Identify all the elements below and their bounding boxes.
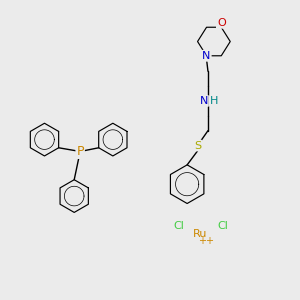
Text: H: H	[209, 96, 218, 106]
Text: S: S	[194, 140, 201, 151]
Text: Cl: Cl	[174, 221, 184, 231]
Text: O: O	[217, 18, 226, 28]
Text: Cl: Cl	[218, 221, 228, 231]
Text: P: P	[76, 145, 84, 158]
Text: N: N	[200, 96, 208, 106]
Text: N: N	[202, 51, 211, 61]
Text: Ru: Ru	[193, 229, 207, 239]
Text: ++: ++	[199, 236, 214, 246]
